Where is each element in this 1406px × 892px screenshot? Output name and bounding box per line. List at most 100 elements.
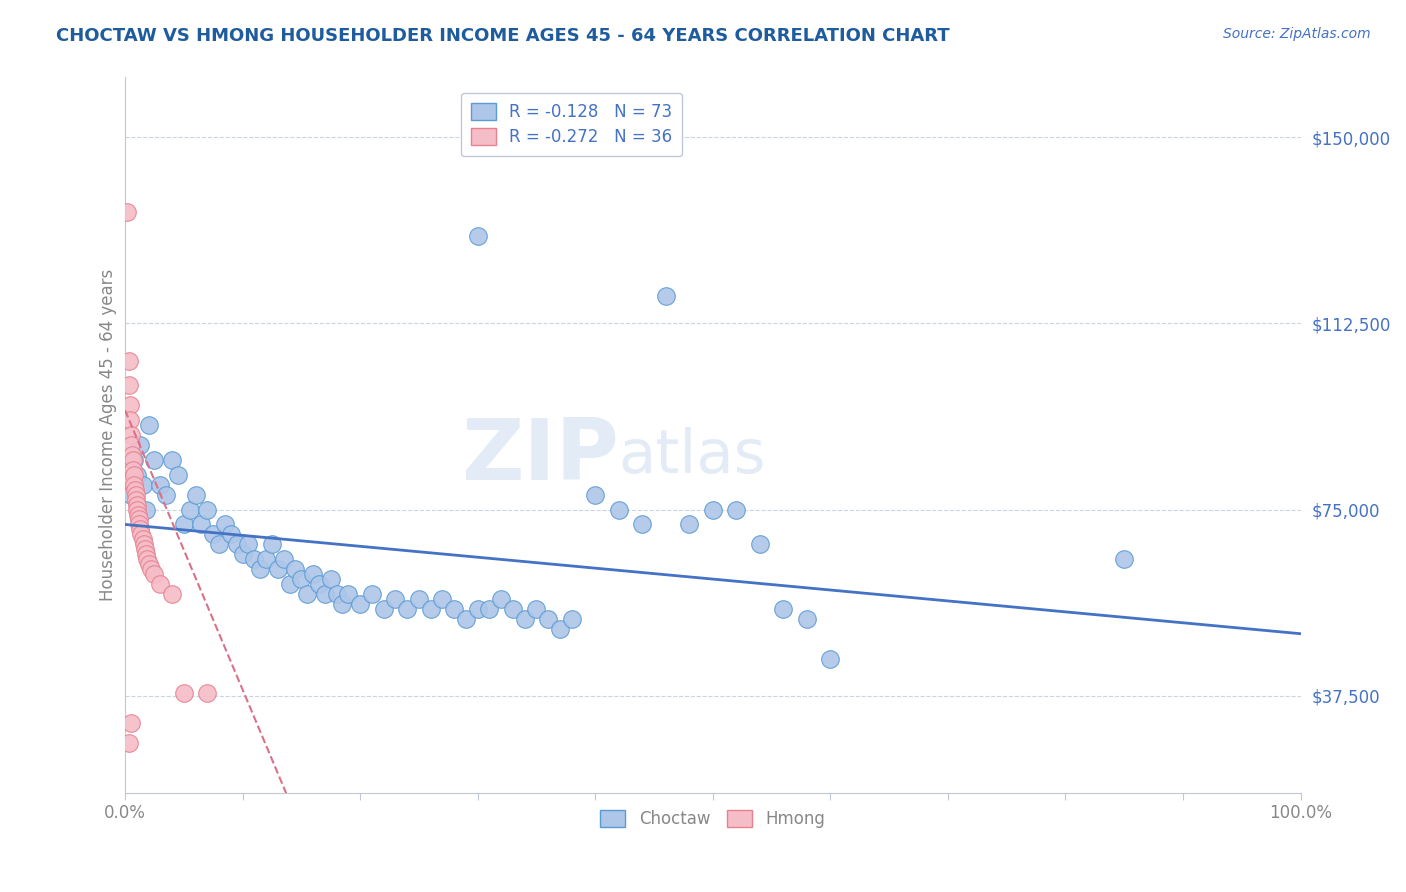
Point [190, 517, 212, 532]
Point [128, 512, 150, 526]
Point [167, 467, 190, 482]
Point [225, 537, 247, 551]
Point [278, 577, 301, 591]
Point [155, 488, 177, 502]
Point [125, 492, 148, 507]
Point [122, 463, 145, 477]
Point [290, 572, 312, 586]
Point [138, 557, 160, 571]
Point [120, 488, 142, 502]
Point [117, 353, 139, 368]
Point [136, 552, 159, 566]
Point [127, 502, 149, 516]
Point [127, 508, 149, 522]
Point [195, 502, 218, 516]
Point [772, 602, 794, 616]
Point [297, 587, 319, 601]
Point [120, 428, 142, 442]
Point [337, 587, 360, 601]
Point [513, 612, 536, 626]
Point [319, 572, 342, 586]
Point [583, 488, 606, 502]
Point [208, 537, 231, 551]
Point [243, 552, 266, 566]
Point [249, 562, 271, 576]
Point [121, 453, 143, 467]
Point [432, 591, 454, 606]
Point [121, 448, 143, 462]
Point [1114, 552, 1136, 566]
Point [748, 537, 770, 551]
Point [273, 552, 295, 566]
Point [132, 537, 155, 551]
Legend: Choctaw, Hmong: Choctaw, Hmong [593, 803, 832, 834]
Point [631, 517, 654, 532]
Point [332, 597, 354, 611]
Point [143, 453, 166, 467]
Point [195, 686, 218, 700]
Point [173, 517, 195, 532]
Text: Source: ZipAtlas.com: Source: ZipAtlas.com [1223, 27, 1371, 41]
Text: CHOCTAW VS HMONG HOUSEHOLDER INCOME AGES 45 - 64 YEARS CORRELATION CHART: CHOCTAW VS HMONG HOUSEHOLDER INCOME AGES… [56, 27, 950, 45]
Point [702, 502, 724, 516]
Point [238, 537, 260, 551]
Text: atlas: atlas [619, 427, 766, 486]
Point [131, 533, 153, 547]
Point [489, 591, 512, 606]
Point [138, 418, 160, 433]
Point [118, 398, 141, 412]
Point [124, 483, 146, 497]
Point [232, 547, 254, 561]
Point [160, 453, 183, 467]
Point [537, 612, 560, 626]
Point [561, 612, 583, 626]
Point [124, 488, 146, 502]
Point [124, 453, 146, 467]
Point [820, 651, 842, 665]
Point [796, 612, 818, 626]
Point [454, 612, 477, 626]
Point [184, 488, 207, 502]
Point [173, 686, 195, 700]
Point [134, 542, 156, 557]
Point [139, 562, 162, 576]
Point [478, 602, 501, 616]
Point [124, 477, 146, 491]
Point [143, 567, 166, 582]
Point [121, 438, 143, 452]
Point [160, 587, 183, 601]
Point [526, 602, 548, 616]
Point [360, 587, 382, 601]
Point [302, 567, 325, 582]
Point [117, 736, 139, 750]
Point [607, 502, 630, 516]
Point [135, 502, 157, 516]
Point [419, 602, 441, 616]
Point [408, 591, 430, 606]
Point [219, 527, 242, 541]
Point [284, 562, 307, 576]
Point [396, 602, 419, 616]
Point [129, 438, 152, 452]
Text: ZIP: ZIP [461, 415, 619, 498]
Point [131, 527, 153, 541]
Point [384, 591, 406, 606]
Point [118, 378, 141, 392]
Point [120, 716, 142, 731]
Point [267, 562, 290, 576]
Point [122, 467, 145, 482]
Point [548, 622, 571, 636]
Point [308, 577, 330, 591]
Point [314, 587, 336, 601]
Point [725, 502, 748, 516]
Point [131, 477, 153, 491]
Point [214, 517, 236, 532]
Y-axis label: Householder Income Ages 45 - 64 years: Householder Income Ages 45 - 64 years [100, 268, 117, 601]
Point [373, 602, 395, 616]
Point [349, 597, 371, 611]
Point [678, 517, 700, 532]
Point [467, 602, 489, 616]
Point [467, 229, 489, 244]
Point [655, 289, 678, 303]
Point [149, 477, 172, 491]
